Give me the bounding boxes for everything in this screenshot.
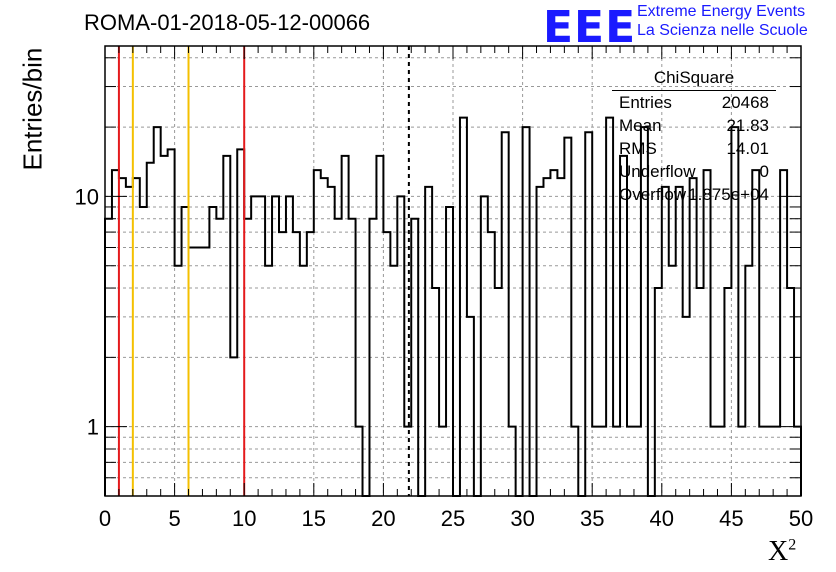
logo-text-line1: Extreme Energy Events (637, 3, 806, 20)
x-tick-label: 35 (580, 506, 604, 531)
y-axis-label: Entries/bin (17, 47, 48, 171)
stat-label: RMS (619, 139, 657, 158)
stat-value: 21.83 (726, 116, 769, 135)
histogram-outline (104, 116, 802, 497)
eee-logo: EEE (543, 2, 637, 53)
x-axis-label: X2 (768, 536, 797, 567)
stat-label: Overflow (619, 185, 687, 204)
x-tick-label: 30 (510, 506, 534, 531)
x-tick-label: 45 (719, 506, 743, 531)
stat-label: Entries (619, 93, 672, 112)
stat-value: 14.01 (726, 139, 769, 158)
x-tick-label: 10 (232, 506, 256, 531)
chart-title: ROMA-01-2018-05-12-00066 (84, 10, 371, 35)
stat-value: 20468 (721, 93, 769, 112)
x-tick-label: 0 (99, 506, 111, 531)
stats-box-divider (612, 90, 776, 91)
x-tick-label: 50 (789, 506, 813, 531)
logo-text-line2: La Scienza nelle Scuole (637, 22, 808, 39)
y-tick-label: 1 (87, 415, 99, 440)
x-tick-label: 25 (441, 506, 465, 531)
x-tick-label: 5 (168, 506, 180, 531)
x-tick-label: 20 (371, 506, 395, 531)
stat-value: 0 (759, 162, 769, 181)
x-tick-label: 40 (650, 506, 674, 531)
stat-label: Mean (619, 116, 662, 135)
x-tick-label: 15 (302, 506, 326, 531)
stats-box-title: ChiSquare (653, 68, 735, 87)
stat-value: 1.875e+04 (688, 185, 769, 204)
stat-label: Underflow (619, 162, 696, 181)
y-tick-label: 10 (75, 184, 99, 209)
